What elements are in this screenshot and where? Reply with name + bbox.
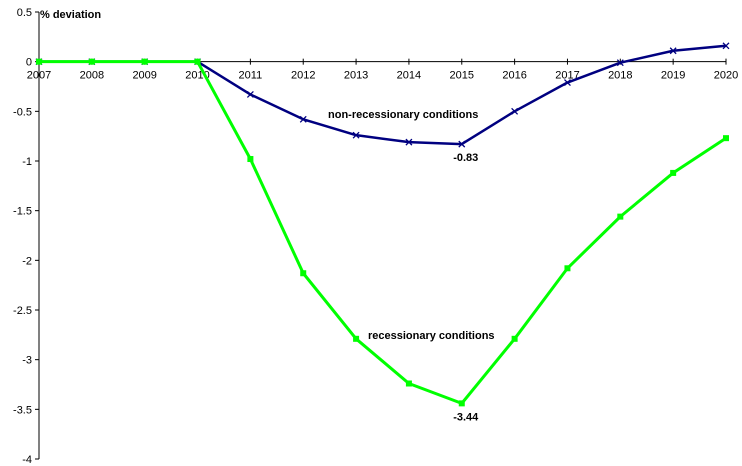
x-tick-label: 2017 (555, 70, 579, 82)
series-line (39, 60, 727, 405)
data-point-x (299, 115, 307, 123)
data-point-square (458, 400, 465, 407)
data-point-x (564, 79, 571, 86)
series-0 (35, 42, 730, 148)
x-tick-label: 2008 (80, 70, 104, 82)
data-point-square (564, 265, 571, 272)
data-point-square (88, 58, 95, 65)
y-tick-label: -1.5 (13, 206, 32, 218)
data-point-square (723, 135, 729, 142)
x-tick-label: 2018 (608, 70, 632, 82)
data-point-square (36, 58, 42, 65)
data-point-square (511, 335, 518, 342)
x-tick-label: 2013 (344, 70, 368, 82)
x-tick-label: 2016 (502, 70, 526, 82)
data-point-square (247, 156, 254, 163)
marker-stroke (669, 47, 677, 55)
series (35, 42, 730, 407)
data-point-x (616, 59, 624, 67)
x-tick-label: 2014 (397, 70, 421, 82)
y-tick-label: -2 (22, 255, 32, 267)
data-point-x (458, 140, 466, 148)
x-tick-label: 2007 (27, 70, 51, 82)
data-point-square (300, 270, 307, 277)
series-label-recessionary: recessionary conditions (368, 330, 495, 342)
y-tick-label: -2.5 (13, 305, 32, 317)
data-point-x (669, 47, 677, 55)
data-point-square (141, 58, 148, 65)
marker-stroke (352, 131, 360, 139)
marker-stroke (616, 59, 624, 67)
data-label: -3.44 (453, 411, 479, 423)
series-label-non-recessionary: non-recessionary conditions (328, 109, 478, 121)
y-tick-label: -3.5 (13, 404, 32, 416)
x-tick-label: 2015 (450, 70, 474, 82)
ticks: 0.5 0 -0.5 -1 -1.5 -2 -2.5 -3 -3.5 -4 2007 2008 2009… (13, 7, 738, 466)
data-point-square (617, 213, 624, 220)
marker-stroke (458, 140, 466, 148)
marker-stroke (405, 138, 413, 146)
x-tick-label: 2019 (661, 70, 685, 82)
data-point-x (246, 90, 254, 98)
x-tick-label: 2009 (132, 70, 156, 82)
data-point-square (670, 169, 677, 176)
data-point-x (352, 131, 360, 139)
data-point-x (405, 138, 413, 146)
marker-stroke (564, 79, 571, 86)
data-point-x (722, 42, 730, 50)
data-point-square (405, 380, 412, 387)
y-tick-label: 0.5 (17, 7, 32, 19)
marker-stroke (246, 90, 254, 98)
marker-stroke (299, 115, 307, 123)
y-tick-label: -3 (22, 355, 32, 367)
y-axis-label: % deviation (40, 9, 101, 21)
series-labels: non-recessionary conditions recessionary… (328, 109, 495, 342)
series-1 (36, 58, 729, 407)
data-label: -0.83 (453, 152, 478, 164)
data-point-x (511, 107, 519, 115)
y-tick-label: -0.5 (13, 106, 32, 118)
annotations: -0.83 -3.44 (453, 152, 479, 423)
y-tick-label: -1 (22, 156, 32, 168)
marker-stroke (511, 107, 519, 115)
x-tick-label: 2020 (714, 70, 738, 82)
data-point-square (353, 335, 360, 342)
y-tick-label: -4 (22, 454, 32, 466)
y-tick-label: 0 (26, 57, 32, 69)
x-tick-label: 2011 (239, 70, 263, 82)
marker-stroke (722, 42, 730, 50)
data-point-square (194, 58, 201, 65)
x-tick-label: 2012 (291, 70, 315, 82)
